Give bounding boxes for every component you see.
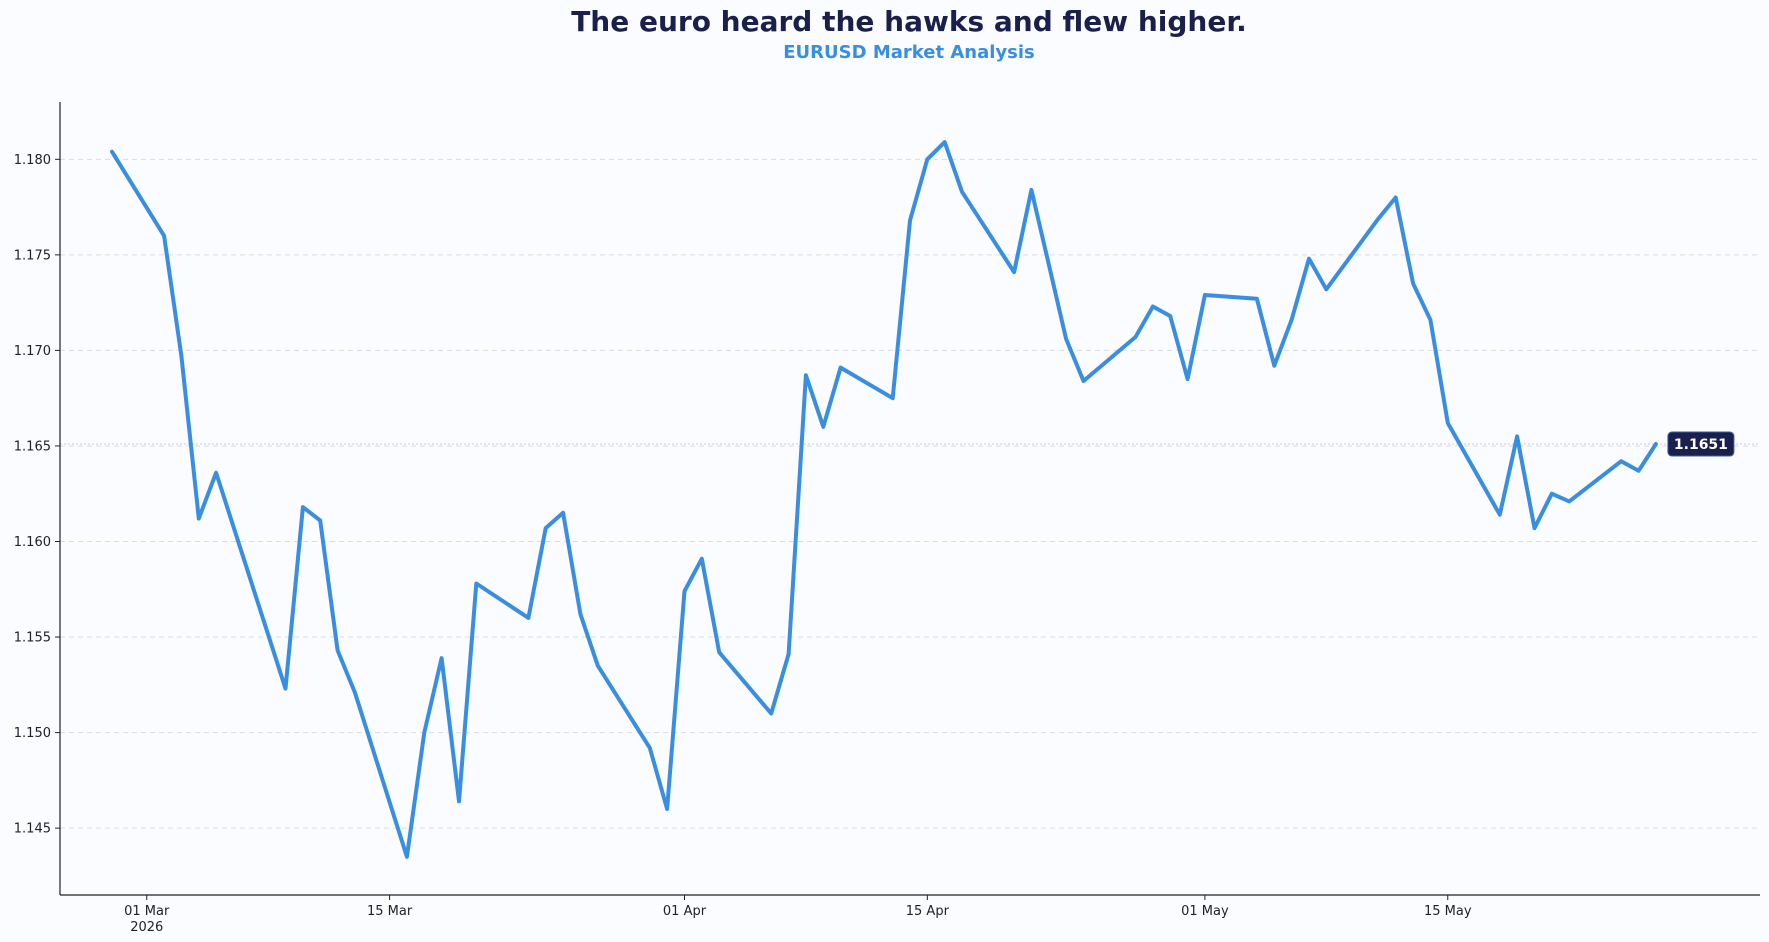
series-layer	[110, 140, 1658, 859]
x-tick-label: 01 Mar	[124, 904, 170, 919]
y-tick-label: 1.170	[14, 344, 51, 359]
x-tick-sublabel: 2026	[130, 920, 163, 935]
axis-layer	[59, 102, 1760, 896]
y-tick-label: 1.150	[14, 726, 51, 741]
grid-layer	[60, 158, 1760, 829]
x-tick-label: 01 May	[1181, 904, 1229, 919]
y-tick-label: 1.180	[14, 153, 51, 168]
x-tick-label: 15 Apr	[906, 904, 950, 919]
y-tick-label: 1.175	[14, 248, 51, 263]
x-tick-label: 15 May	[1424, 904, 1472, 919]
x-tick-label: 15 Mar	[367, 904, 413, 919]
last-value-badge	[1667, 431, 1735, 457]
last-value-label: 1.1651	[1674, 437, 1728, 453]
y-tick-label: 1.165	[14, 439, 51, 454]
y-tick-labels: 1.145 1.150 1.155 1.160 1.165 1.170 1.175 1.180	[14, 153, 60, 837]
y-tick-label: 1.145	[14, 822, 51, 837]
series-line	[110, 140, 1658, 859]
chart-subtitle: EURUSD Market Analysis	[783, 42, 1034, 63]
x-tick-label: 01 Apr	[663, 904, 707, 919]
y-tick-label: 1.160	[14, 535, 51, 550]
chart-title: The euro heard the hawks and flew higher…	[571, 5, 1247, 38]
y-tick-label: 1.155	[14, 631, 51, 646]
last-value-layer: 1.1651	[1667, 431, 1735, 457]
